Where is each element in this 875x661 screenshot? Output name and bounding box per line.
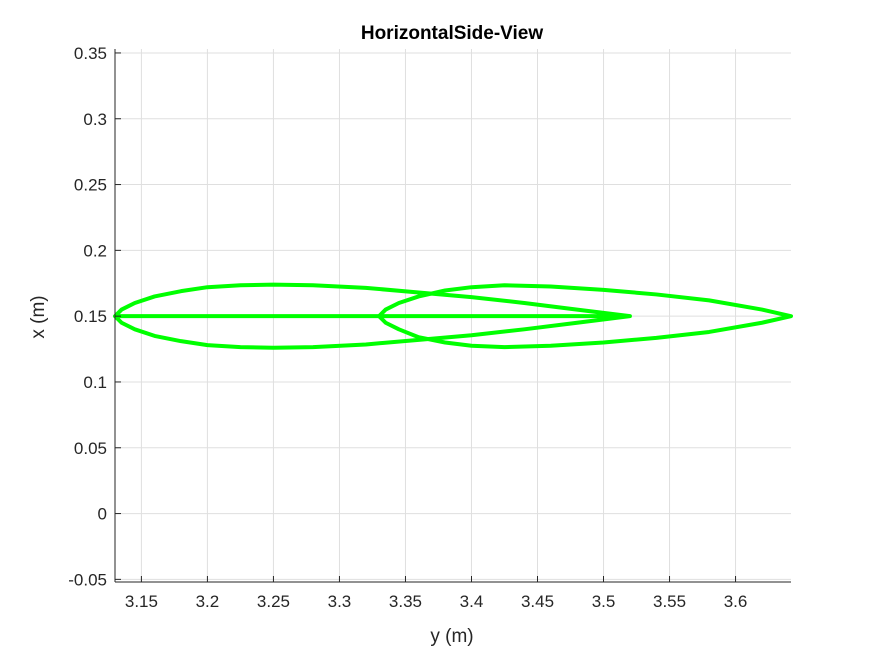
series-layer bbox=[113, 282, 793, 350]
y-tick-labels: -0.05 0 0.05 0.1 0.15 0.2 0.25 0.3 0.35 bbox=[68, 44, 107, 589]
grid bbox=[115, 49, 791, 582]
x-tick-label: 3.45 bbox=[521, 592, 554, 611]
y-tick-label: 0.05 bbox=[74, 439, 107, 458]
y-axis-label: x (m) bbox=[28, 295, 49, 338]
x-tick-labels: 3.15 3.2 3.25 3.3 3.35 3.4 3.45 3.5 3.55 3.6 bbox=[125, 592, 748, 611]
x-tick-label: 3.3 bbox=[328, 592, 352, 611]
y-tick-label: 0.3 bbox=[83, 110, 107, 129]
x-tick-label: 3.55 bbox=[653, 592, 686, 611]
y-tick-label: 0 bbox=[98, 505, 107, 524]
x-tick-label: 3.5 bbox=[592, 592, 616, 611]
x-tick-label: 3.4 bbox=[460, 592, 484, 611]
axes bbox=[114, 49, 791, 583]
x-axis-label: y (m) bbox=[430, 626, 473, 647]
x-tick-label: 3.6 bbox=[724, 592, 748, 611]
y-tick-label: 0.35 bbox=[74, 44, 107, 63]
y-tick-label: 0.1 bbox=[83, 373, 107, 392]
y-tick-label: -0.05 bbox=[68, 570, 107, 589]
y-tick-label: 0.25 bbox=[74, 176, 107, 195]
series-line-2 bbox=[377, 283, 793, 350]
x-tick-label: 3.15 bbox=[125, 592, 158, 611]
y-tick-label: 0.15 bbox=[74, 307, 107, 326]
chart-title: HorizontalSide-View bbox=[361, 23, 544, 44]
x-tick-label: 3.25 bbox=[257, 592, 290, 611]
series-line-1 bbox=[113, 282, 632, 350]
x-tick-label: 3.35 bbox=[389, 592, 422, 611]
y-tick-label: 0.2 bbox=[83, 241, 107, 260]
x-tick-label: 3.2 bbox=[196, 592, 220, 611]
